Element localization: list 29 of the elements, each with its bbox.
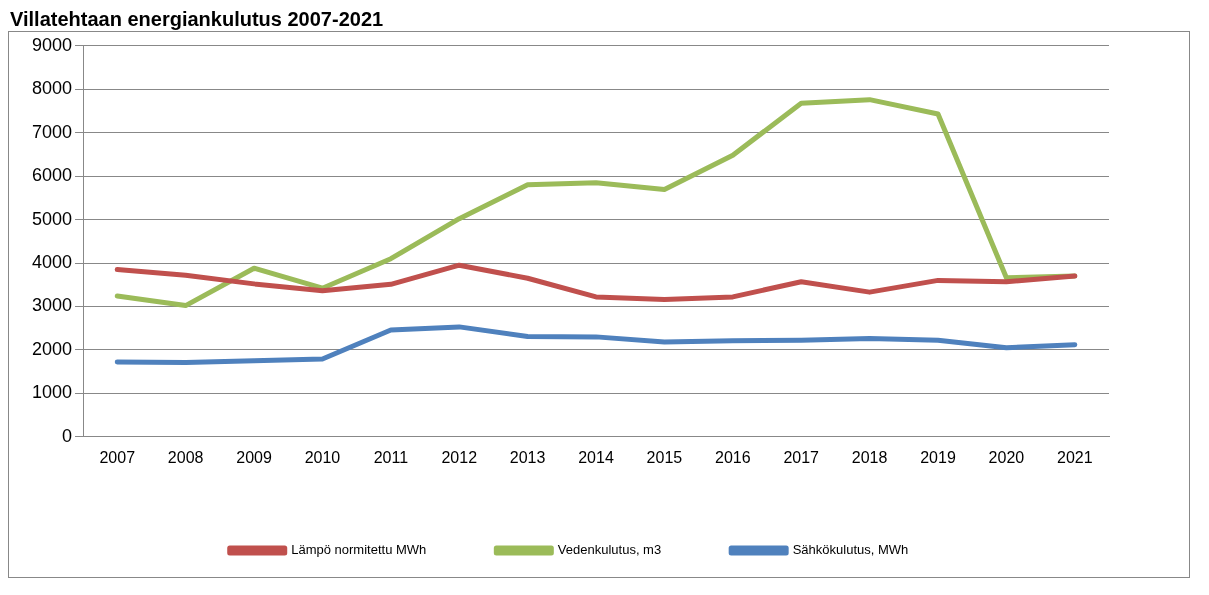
- legend-label: Lämpö normitettu MWh: [291, 542, 427, 558]
- x-tick-label: 2007: [99, 448, 136, 466]
- x-tick-label: 2014: [578, 448, 614, 466]
- x-tick-label: 2009: [236, 448, 272, 466]
- legend-label: Vedenkulutus, m3: [557, 542, 662, 558]
- x-tick-label: 2011: [373, 448, 409, 466]
- x-tick-label: 2020: [988, 448, 1025, 466]
- y-tick-label: 8000: [32, 78, 73, 99]
- x-tick-label: 2015: [646, 448, 683, 466]
- y-tick-label: 4000: [32, 251, 73, 272]
- x-tick-label: 2018: [851, 448, 888, 466]
- y-tick-label: 2000: [32, 338, 73, 359]
- chart-title: Villatehtaan energiankulutus 2007-2021: [10, 8, 385, 31]
- x-tick-label: 2010: [304, 448, 341, 466]
- y-tick-label: 7000: [32, 121, 73, 142]
- y-tick-label: 3000: [32, 295, 73, 316]
- x-tick-label: 2016: [715, 448, 751, 466]
- legend-label: Sähkökulutus, MWh: [792, 542, 909, 558]
- y-tick-label: 1000: [32, 382, 73, 403]
- y-tick-label: 5000: [32, 208, 73, 229]
- x-tick-label: 2017: [783, 448, 820, 466]
- x-tick-label: 2019: [920, 448, 956, 466]
- y-tick-label: 0: [62, 425, 73, 446]
- x-tick-label: 2021: [1057, 448, 1093, 466]
- x-tick-label: 2013: [509, 448, 546, 466]
- y-tick-label: 9000: [32, 34, 73, 55]
- x-tick-label: 2012: [441, 448, 478, 466]
- x-tick-label: 2008: [167, 448, 204, 466]
- y-tick-label: 6000: [32, 165, 73, 186]
